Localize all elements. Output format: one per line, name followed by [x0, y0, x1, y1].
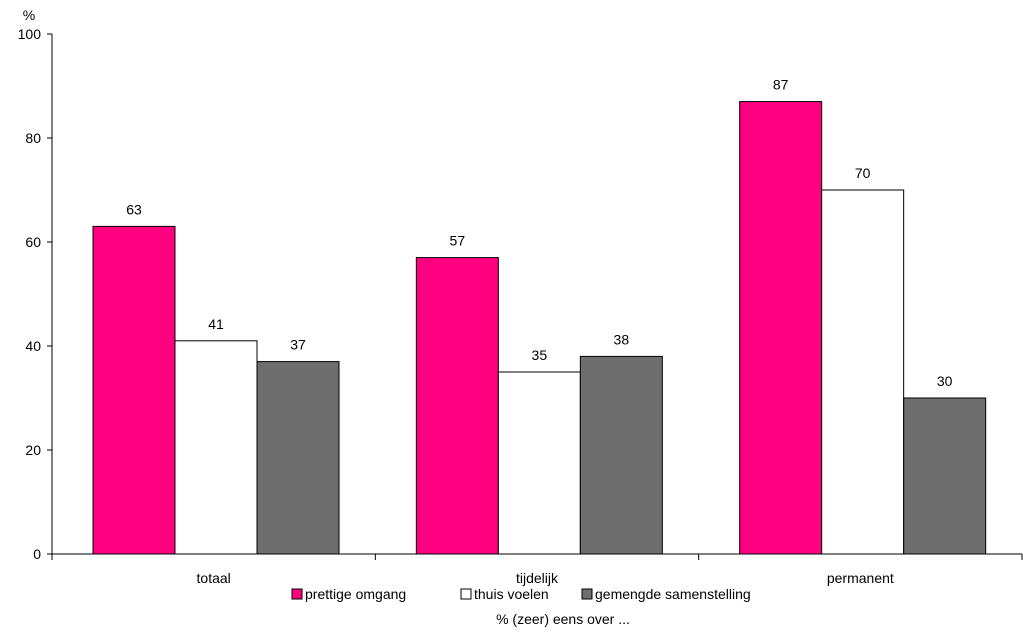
category-labels: totaal tijdelijk permanent — [197, 570, 894, 586]
bar-prettige-omgang-permanent — [739, 101, 823, 555]
y-tick-label: 40 — [25, 338, 41, 354]
bar-gemengde-samenstelling-tijdelijk — [579, 355, 663, 555]
bar-prettige-omgang-totaal — [92, 225, 176, 555]
y-tick-label: 60 — [25, 234, 41, 250]
bar-thuis-voelen-permanent — [821, 189, 905, 555]
axes — [51, 34, 1023, 560]
data-label: 35 — [532, 347, 548, 363]
bar-thuis-voelen-tijdelijk — [497, 371, 581, 555]
bar-thuis-voelen-totaal — [174, 340, 258, 555]
data-label: 57 — [450, 233, 466, 249]
legend-swatch — [581, 588, 593, 600]
y-tick-label: 0 — [33, 546, 41, 562]
bar-prettige-omgang-tijdelijk — [415, 257, 499, 555]
category-label-totaal: totaal — [197, 570, 231, 586]
data-label: 38 — [614, 331, 630, 347]
legend-label: thuis voelen — [474, 586, 549, 602]
category-label-permanent: permanent — [827, 570, 894, 586]
data-label: 37 — [290, 337, 306, 353]
y-axis-ticks: 0 20 40 60 80 100 — [18, 26, 52, 562]
y-tick-label: 80 — [25, 130, 41, 146]
y-tick-label: 100 — [18, 26, 42, 42]
data-label: 63 — [126, 201, 142, 217]
legend-label: gemengde samenstelling — [595, 586, 751, 602]
y-tick-label: 20 — [25, 442, 41, 458]
data-label: 41 — [208, 316, 224, 332]
category-label-tijdelijk: tijdelijk — [516, 570, 559, 586]
data-label: 87 — [773, 77, 789, 93]
x-axis-title: % (zeer) eens over ... — [496, 611, 630, 627]
data-label: 70 — [855, 165, 871, 181]
data-labels: 63 41 37 57 35 38 87 70 30 — [126, 77, 952, 389]
legend: prettige omgang thuis voelen gemengde same… — [291, 586, 751, 602]
bar-gemengde-samenstelling-permanent — [903, 397, 987, 555]
bars — [92, 101, 987, 555]
bar-gemengde-samenstelling-totaal — [256, 361, 340, 555]
data-label: 30 — [937, 373, 953, 389]
y-axis-title: % — [23, 7, 35, 23]
legend-swatch — [460, 588, 472, 600]
legend-swatch — [291, 588, 303, 600]
legend-label: prettige omgang — [305, 586, 406, 602]
